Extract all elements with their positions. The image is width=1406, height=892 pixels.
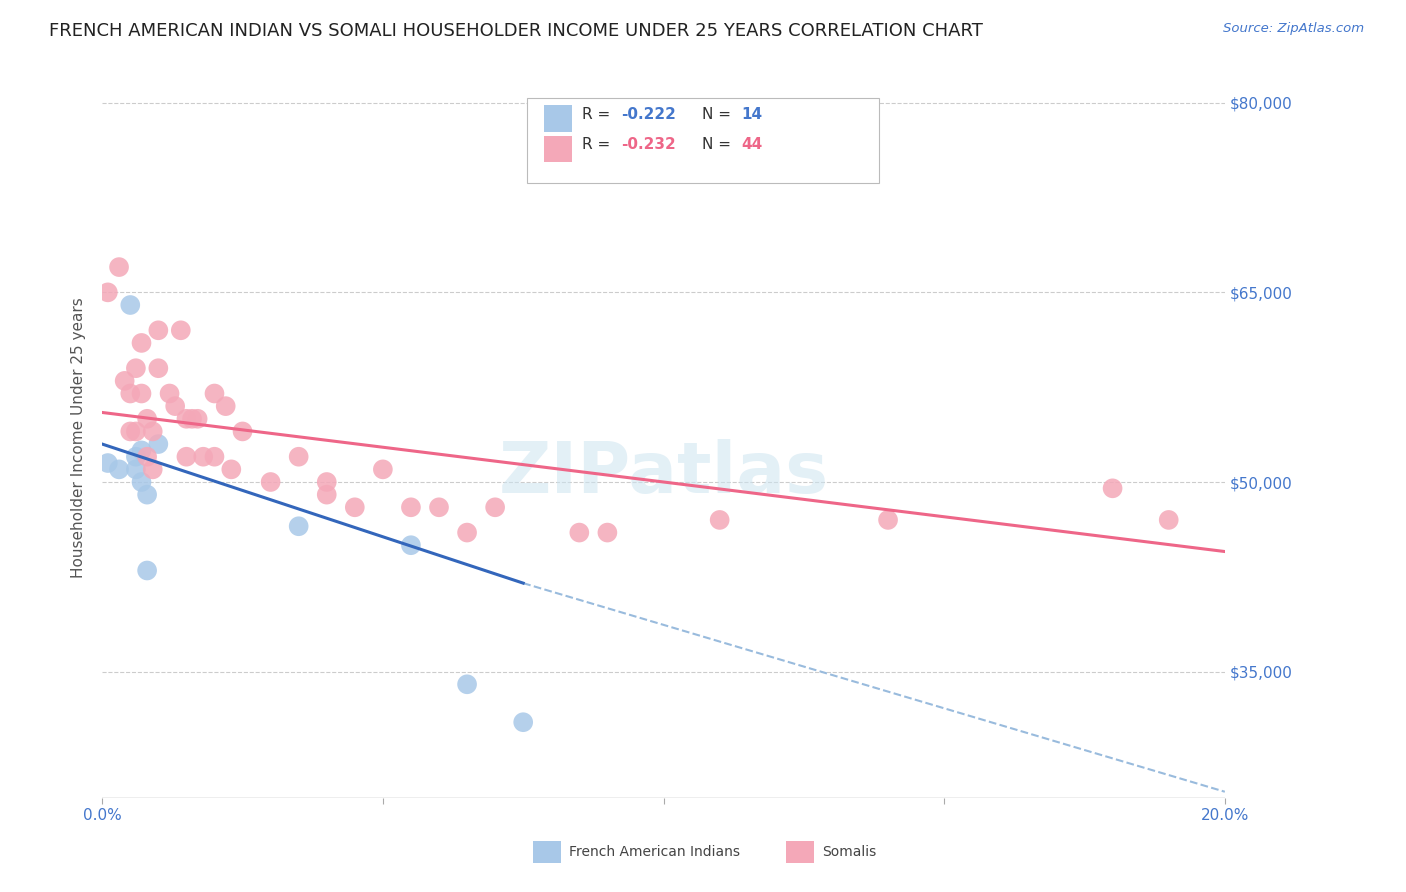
Point xyxy=(97,285,120,300)
Point xyxy=(456,525,478,540)
Point xyxy=(136,564,159,578)
Text: -0.232: -0.232 xyxy=(621,137,676,152)
Point xyxy=(232,425,254,439)
Point xyxy=(187,411,209,425)
Point xyxy=(131,386,153,401)
Point xyxy=(131,443,153,458)
Point xyxy=(568,525,591,540)
Point xyxy=(512,715,534,730)
Text: R =: R = xyxy=(582,107,616,121)
Point xyxy=(136,488,159,502)
Point xyxy=(315,475,337,489)
Point xyxy=(136,450,159,464)
Point xyxy=(148,361,170,376)
Point xyxy=(170,323,193,337)
Text: 44: 44 xyxy=(741,137,762,152)
Point xyxy=(120,386,142,401)
Point xyxy=(371,462,394,476)
Point xyxy=(259,475,281,489)
Y-axis label: Householder Income Under 25 years: Householder Income Under 25 years xyxy=(72,297,86,578)
Point xyxy=(136,411,159,425)
Point xyxy=(125,462,148,476)
Point xyxy=(165,399,187,413)
Text: 14: 14 xyxy=(741,107,762,121)
Point xyxy=(287,450,309,464)
Text: ZIPatlas: ZIPatlas xyxy=(499,439,828,508)
Point xyxy=(399,500,422,515)
Text: R =: R = xyxy=(582,137,616,152)
Point xyxy=(159,386,181,401)
Point xyxy=(131,335,153,350)
Point xyxy=(108,462,131,476)
Point xyxy=(193,450,215,464)
Text: French American Indians: French American Indians xyxy=(569,845,741,859)
Point xyxy=(176,450,198,464)
Point xyxy=(204,386,226,401)
Text: -0.222: -0.222 xyxy=(621,107,676,121)
Point xyxy=(125,425,148,439)
Point xyxy=(181,411,204,425)
Point xyxy=(142,425,165,439)
Point xyxy=(287,519,309,533)
Point xyxy=(343,500,366,515)
Point xyxy=(114,374,136,388)
Point xyxy=(108,260,131,274)
Point xyxy=(1157,513,1180,527)
Point xyxy=(142,462,165,476)
Point xyxy=(120,425,142,439)
Point xyxy=(204,450,226,464)
Point xyxy=(215,399,238,413)
Text: N =: N = xyxy=(702,137,735,152)
Point xyxy=(484,500,506,515)
Text: N =: N = xyxy=(702,107,735,121)
Point xyxy=(125,450,148,464)
Point xyxy=(596,525,619,540)
Point xyxy=(399,538,422,552)
Point xyxy=(1101,481,1123,495)
Text: FRENCH AMERICAN INDIAN VS SOMALI HOUSEHOLDER INCOME UNDER 25 YEARS CORRELATION C: FRENCH AMERICAN INDIAN VS SOMALI HOUSEHO… xyxy=(49,22,983,40)
Point xyxy=(176,411,198,425)
Point xyxy=(315,488,337,502)
Point xyxy=(877,513,900,527)
Point xyxy=(120,298,142,312)
Point xyxy=(131,475,153,489)
Point xyxy=(148,323,170,337)
Point xyxy=(148,437,170,451)
Point xyxy=(221,462,243,476)
Point xyxy=(125,361,148,376)
Text: Somalis: Somalis xyxy=(823,845,877,859)
Point xyxy=(456,677,478,691)
Text: Source: ZipAtlas.com: Source: ZipAtlas.com xyxy=(1223,22,1364,36)
Point xyxy=(427,500,450,515)
Point xyxy=(97,456,120,470)
Point xyxy=(709,513,731,527)
